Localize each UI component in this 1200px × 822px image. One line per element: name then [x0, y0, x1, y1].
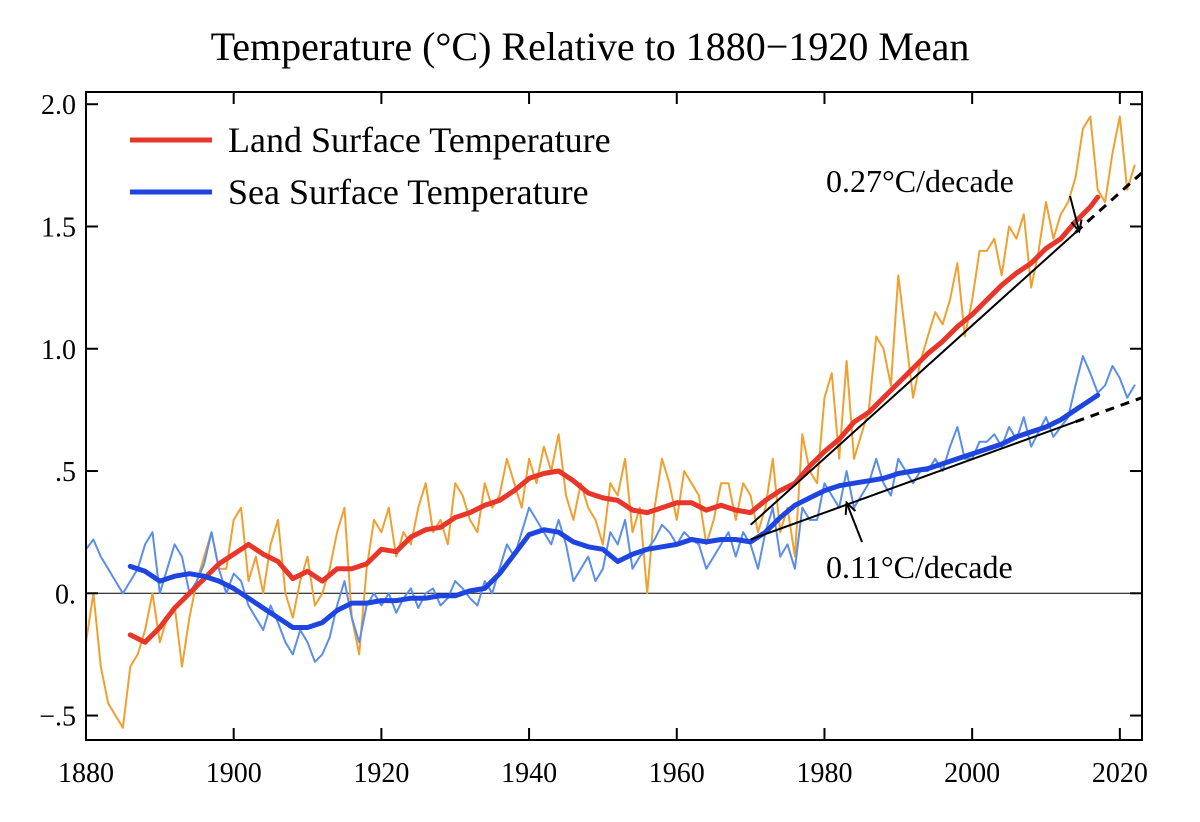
legend-label-land: Land Surface Temperature — [228, 120, 611, 160]
x-tick-label: 2020 — [1092, 758, 1148, 789]
y-tick-label: .5 — [55, 457, 76, 488]
sea-trend-solid — [750, 420, 1076, 541]
x-tick-label: 1880 — [58, 758, 114, 789]
axes-layer: 1880 1900 1920 1940 1960 1980 2000 2020 −.5 0. .5 1… — [39, 90, 1148, 789]
sea-monthly-line — [85, 355, 1136, 663]
chart-title: Temperature (°C) Relative to 1880−1920 M… — [211, 24, 970, 69]
land-trend-annotation: 0.27°C/decade — [826, 163, 1014, 199]
y-tick-label: 1.0 — [41, 335, 76, 366]
x-tick-label: 1900 — [206, 758, 262, 789]
annotation-arrow-line — [845, 502, 863, 543]
annotation-layer: 0.27°C/decade 0.11°C/decade — [826, 163, 1083, 585]
land-monthly-line — [85, 115, 1136, 729]
plot-frame — [85, 91, 1143, 741]
legend-label-sea: Sea Surface Temperature — [228, 172, 589, 212]
x-tick-label: 1940 — [501, 758, 557, 789]
land-trend-solid — [749, 231, 1077, 526]
legend: Land Surface Temperature Sea Surface Tem… — [130, 120, 611, 212]
x-tick-label: 1980 — [796, 758, 852, 789]
sea-trend-dashed — [1075, 396, 1143, 424]
y-tick-label: 0. — [55, 579, 76, 610]
annotation-arrow-head — [1070, 219, 1083, 234]
annotation-arrow-line — [1069, 195, 1081, 232]
y-tick-label: 1.5 — [41, 212, 76, 243]
x-tick-label: 1960 — [649, 758, 705, 789]
x-tick-label: 1920 — [353, 758, 409, 789]
x-tick-label: 2000 — [944, 758, 1000, 789]
trend-layer — [749, 171, 1144, 541]
y-tick-label: 2.0 — [41, 90, 76, 121]
annotation-arrow-head — [844, 500, 857, 515]
series-layer — [85, 115, 1142, 729]
y-tick-label: −.5 — [39, 702, 76, 733]
sea-trend-annotation: 0.11°C/decade — [826, 549, 1013, 585]
sea-mean-line — [127, 392, 1101, 630]
land-mean-line — [127, 194, 1101, 645]
